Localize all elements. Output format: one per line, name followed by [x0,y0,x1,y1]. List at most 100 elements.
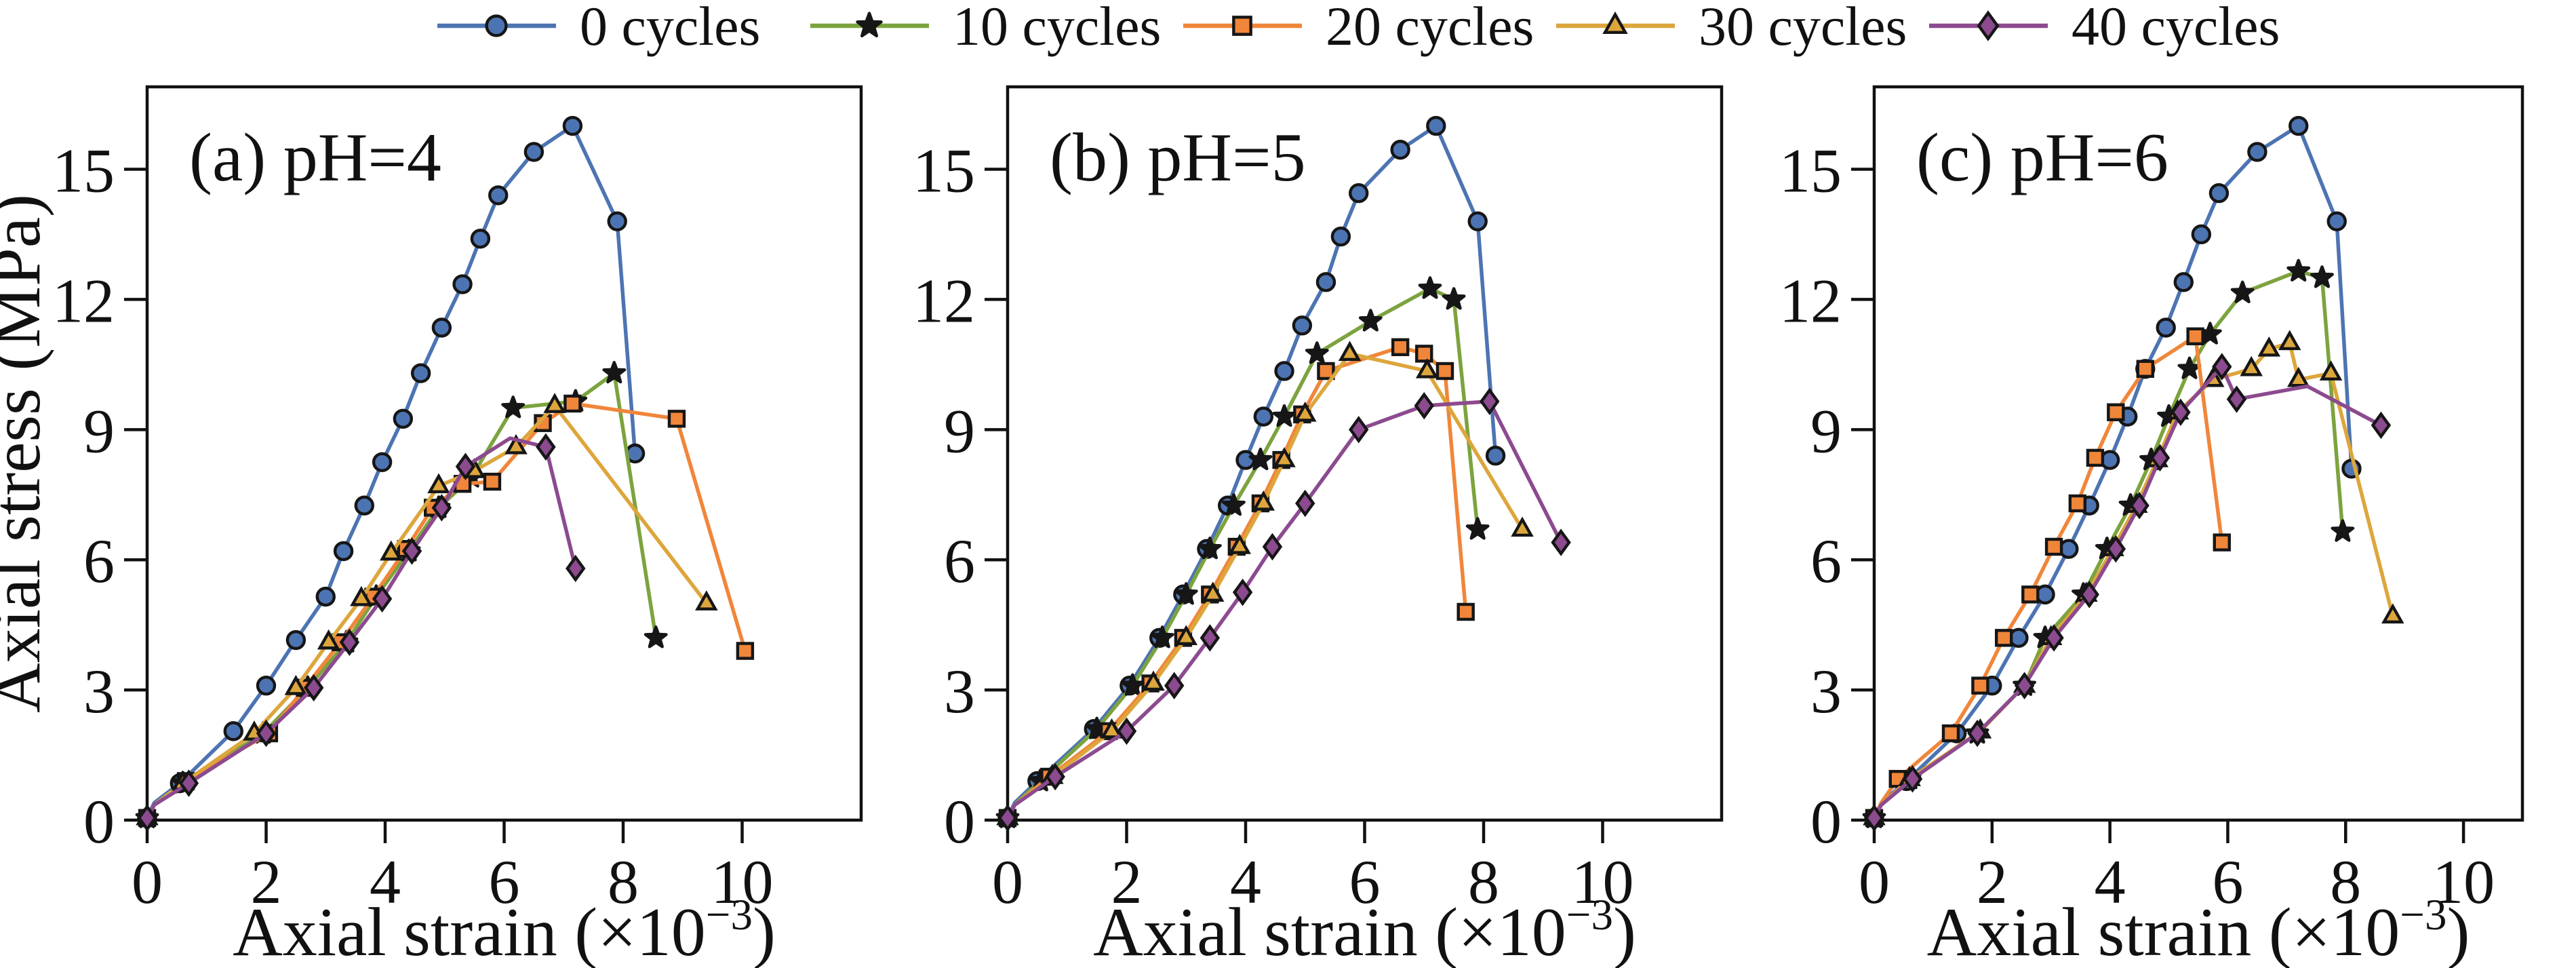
x-tick-label: 2 [1111,847,1143,916]
triangle-marker [1338,341,1362,362]
x-tick-label: 8 [1468,847,1499,916]
triangle-marker [2278,330,2301,351]
diamond-marker [2212,353,2232,381]
circle-marker [2173,272,2194,292]
series-line [1006,351,1524,820]
diamond-marker [1200,624,1221,652]
x-tick-label: 0 [992,847,1023,916]
triangle-marker [695,590,718,611]
circle-marker [1390,140,1410,160]
triangle-marker [2286,366,2310,387]
circle-marker [285,630,306,651]
triangle-marker [2257,336,2281,357]
square-marker [1317,362,1335,381]
circle-marker [315,586,336,607]
square-marker [483,472,502,491]
triangle-marker [317,629,340,650]
legend-circle-icon [485,14,508,37]
circle-marker [372,452,393,472]
legend-square-icon [1232,16,1252,36]
panel-label: (a) pH=4 [189,119,441,196]
x-tick-label: 6 [2212,847,2243,916]
diamond-marker [1349,416,1369,444]
square-marker [1415,345,1433,363]
square-marker [2186,327,2204,345]
y-tick-label: 3 [944,657,975,726]
diamond-marker [1902,764,1923,793]
diamond-marker [1967,719,1987,748]
diamond-marker [1232,578,1253,606]
diamond-marker [372,585,393,613]
circle-marker [1253,406,1274,427]
y-tick-label: 0 [83,787,115,856]
legend-item: 10 cycles [810,0,1161,57]
diamond-marker [2044,624,2064,652]
legend-item-label: 30 cycles [1699,0,1907,57]
panel-c: 0 2 4 6 8 10 0 3 6 9 12 15 Axial strain (×10−3) (c) p… [1779,85,2524,968]
triangle-marker [284,674,308,695]
diamond-marker [2079,581,2099,608]
y-tick-label: 12 [52,266,115,335]
circle-marker [354,495,374,516]
circle-marker [256,676,277,696]
circle-marker [2247,142,2267,162]
star-marker [602,361,627,384]
y-axis-title: Axial stress (MPa) [0,194,55,713]
panel-a: 0 2 4 6 8 10 0 3 6 9 12 15 Axial strain (×10−3) Axial… [0,85,863,968]
triangle-marker [2240,355,2263,376]
star-marker [2177,356,2202,379]
square-marker [2136,360,2154,378]
diamond-marker [1045,762,1065,791]
panel-b-series-40-cycles [997,387,1571,832]
circle-marker [488,185,509,206]
diamond-marker [178,769,199,797]
triangle-marker [2319,360,2343,381]
diamond-marker [2129,492,2149,520]
plot-area-b [1006,85,1724,822]
circle-marker [1330,226,1351,247]
square-marker [2213,533,2231,551]
square-marker [667,410,686,428]
star-marker [2286,258,2311,282]
triangle-marker [1201,581,1225,602]
legend-item-label: 20 cycles [1326,0,1534,57]
diamond-marker [2149,444,2171,472]
y-tick-label: 0 [1810,787,1842,856]
triangle-marker [1228,534,1251,554]
star-marker [1221,493,1246,516]
triangle-marker [1273,447,1296,467]
diamond-marker [339,628,360,656]
circle-marker [1426,115,1446,136]
square-marker [2044,537,2063,556]
diamond-marker [2371,411,2392,440]
square-marker [1994,629,2013,647]
square-marker [1971,676,1989,695]
circle-marker [607,211,627,231]
square-marker [1457,602,1475,621]
x-tick-label: 2 [251,847,282,916]
diamond-marker [2226,385,2247,413]
circle-marker [431,317,452,338]
square-marker [1435,362,1454,381]
legend-item: 20 cycles [1183,0,1534,57]
square-marker [2021,585,2040,604]
star-marker [1272,404,1296,427]
circle-marker [2156,317,2176,338]
diamond-marker [1864,804,1884,832]
star-marker [1174,582,1198,605]
circle-marker [1235,450,1256,470]
star-marker [1442,287,1466,310]
triangle-marker [350,585,373,606]
square-marker [563,394,582,413]
x-tick-label: 2 [1977,847,2008,916]
x-tick-label: 4 [2095,847,2126,916]
star-marker [1197,537,1222,560]
triangle-marker [380,540,403,561]
x-tick-label: 8 [2330,847,2361,916]
circle-marker [333,541,354,562]
diamond-marker [1116,717,1137,746]
legend-triangle-icon [1602,11,1628,34]
x-tick-label: 10 [711,847,774,916]
x-tick-label: 0 [132,847,163,916]
